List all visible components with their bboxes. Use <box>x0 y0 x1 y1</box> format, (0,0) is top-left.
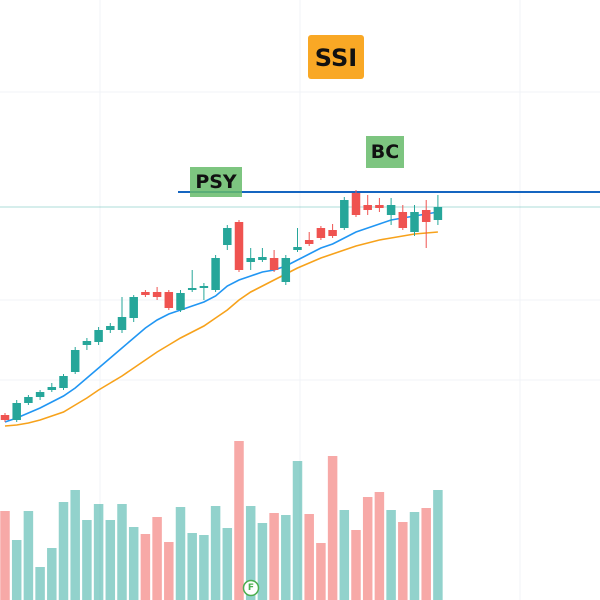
candle-body <box>47 387 57 390</box>
title-badge: SSI <box>308 35 364 79</box>
moving-average <box>4 211 439 423</box>
candle-body <box>187 288 197 290</box>
volume-bar <box>269 513 279 600</box>
volume-bar <box>339 510 350 600</box>
volume-bar <box>386 510 396 600</box>
candle-body <box>106 326 115 330</box>
candle-body <box>117 317 127 330</box>
title-box <box>308 35 364 79</box>
candle-body <box>433 207 443 220</box>
volume-bar <box>140 534 151 600</box>
candle-body <box>304 240 314 244</box>
bc-badge: BC <box>366 136 404 168</box>
annotation-box <box>366 136 404 168</box>
psy-badge: PSY <box>190 167 242 197</box>
volume-bar <box>35 567 45 600</box>
volume-bar <box>199 535 209 600</box>
candle-body <box>223 228 232 245</box>
candle-body <box>211 258 220 290</box>
candle-body <box>316 228 326 238</box>
candle-body <box>59 376 68 388</box>
annotation-box <box>190 167 242 197</box>
volume-bar <box>316 543 326 600</box>
volume-bar <box>362 497 373 600</box>
volume-bar <box>47 548 57 600</box>
candle-body <box>152 292 162 297</box>
volume-bar <box>398 522 408 600</box>
annotation: PSY <box>195 171 237 193</box>
volume-bar <box>351 530 361 600</box>
volume-bar <box>281 515 291 600</box>
volume-bar <box>374 492 385 600</box>
volume-bar <box>210 506 221 600</box>
candle-body <box>375 205 384 208</box>
candle-body <box>258 257 267 260</box>
candle-body <box>12 403 21 420</box>
candle-body <box>35 392 45 397</box>
candle-body <box>0 415 10 420</box>
candle-body <box>246 258 255 262</box>
candle-body <box>129 297 138 318</box>
candle-body <box>351 193 361 215</box>
volume-bar <box>175 507 186 600</box>
volume-bar <box>82 520 92 600</box>
candle-body <box>94 330 103 342</box>
volume-bar <box>105 520 116 600</box>
candle-body <box>24 397 33 403</box>
candle-body <box>293 247 302 250</box>
moving-average <box>4 231 438 427</box>
candle-body <box>269 258 279 270</box>
candle-layer <box>0 190 443 422</box>
volume-bar <box>152 517 162 600</box>
volume-bar <box>234 441 244 600</box>
annotation-circle <box>242 579 260 597</box>
volume-bar <box>70 490 80 600</box>
candle-body <box>199 286 209 288</box>
level-layer <box>0 191 600 208</box>
candle-body <box>363 205 372 210</box>
volume-bar <box>187 533 197 600</box>
volume-bar <box>421 508 431 600</box>
candle-body <box>82 341 92 345</box>
candle-body <box>328 230 337 236</box>
candle-body <box>398 212 408 228</box>
volume-bar <box>222 528 233 600</box>
candle-body <box>70 350 80 372</box>
volume-bar <box>58 502 69 600</box>
volume-bar <box>292 461 303 600</box>
annotation: F <box>248 583 254 593</box>
volume-bar <box>93 504 104 600</box>
annotation: BC <box>371 141 399 163</box>
candle-body <box>234 222 244 270</box>
candle-body <box>386 205 396 215</box>
candle-body <box>176 293 185 310</box>
volume-bar <box>409 512 420 600</box>
candle-body <box>164 292 174 308</box>
volume-bar <box>128 527 139 600</box>
candle-body <box>410 212 419 232</box>
volume-bar <box>304 514 314 600</box>
candle-body <box>340 200 349 228</box>
volume-bar <box>164 542 174 600</box>
volume-bar <box>117 504 127 600</box>
ma-layer <box>4 211 439 427</box>
chart-title: SSI <box>315 44 357 72</box>
volume-bar <box>23 511 34 600</box>
candle-body <box>421 210 431 222</box>
candle-body <box>281 258 291 282</box>
volume-bar <box>257 523 268 600</box>
candle-body <box>141 292 150 295</box>
volume-bar <box>245 506 256 600</box>
f-badge: F <box>242 579 260 597</box>
volume-bar <box>433 490 443 600</box>
volume-bar <box>11 540 22 600</box>
volume-layer <box>0 441 443 600</box>
volume-bar <box>327 456 338 600</box>
volume-bar <box>0 511 10 600</box>
